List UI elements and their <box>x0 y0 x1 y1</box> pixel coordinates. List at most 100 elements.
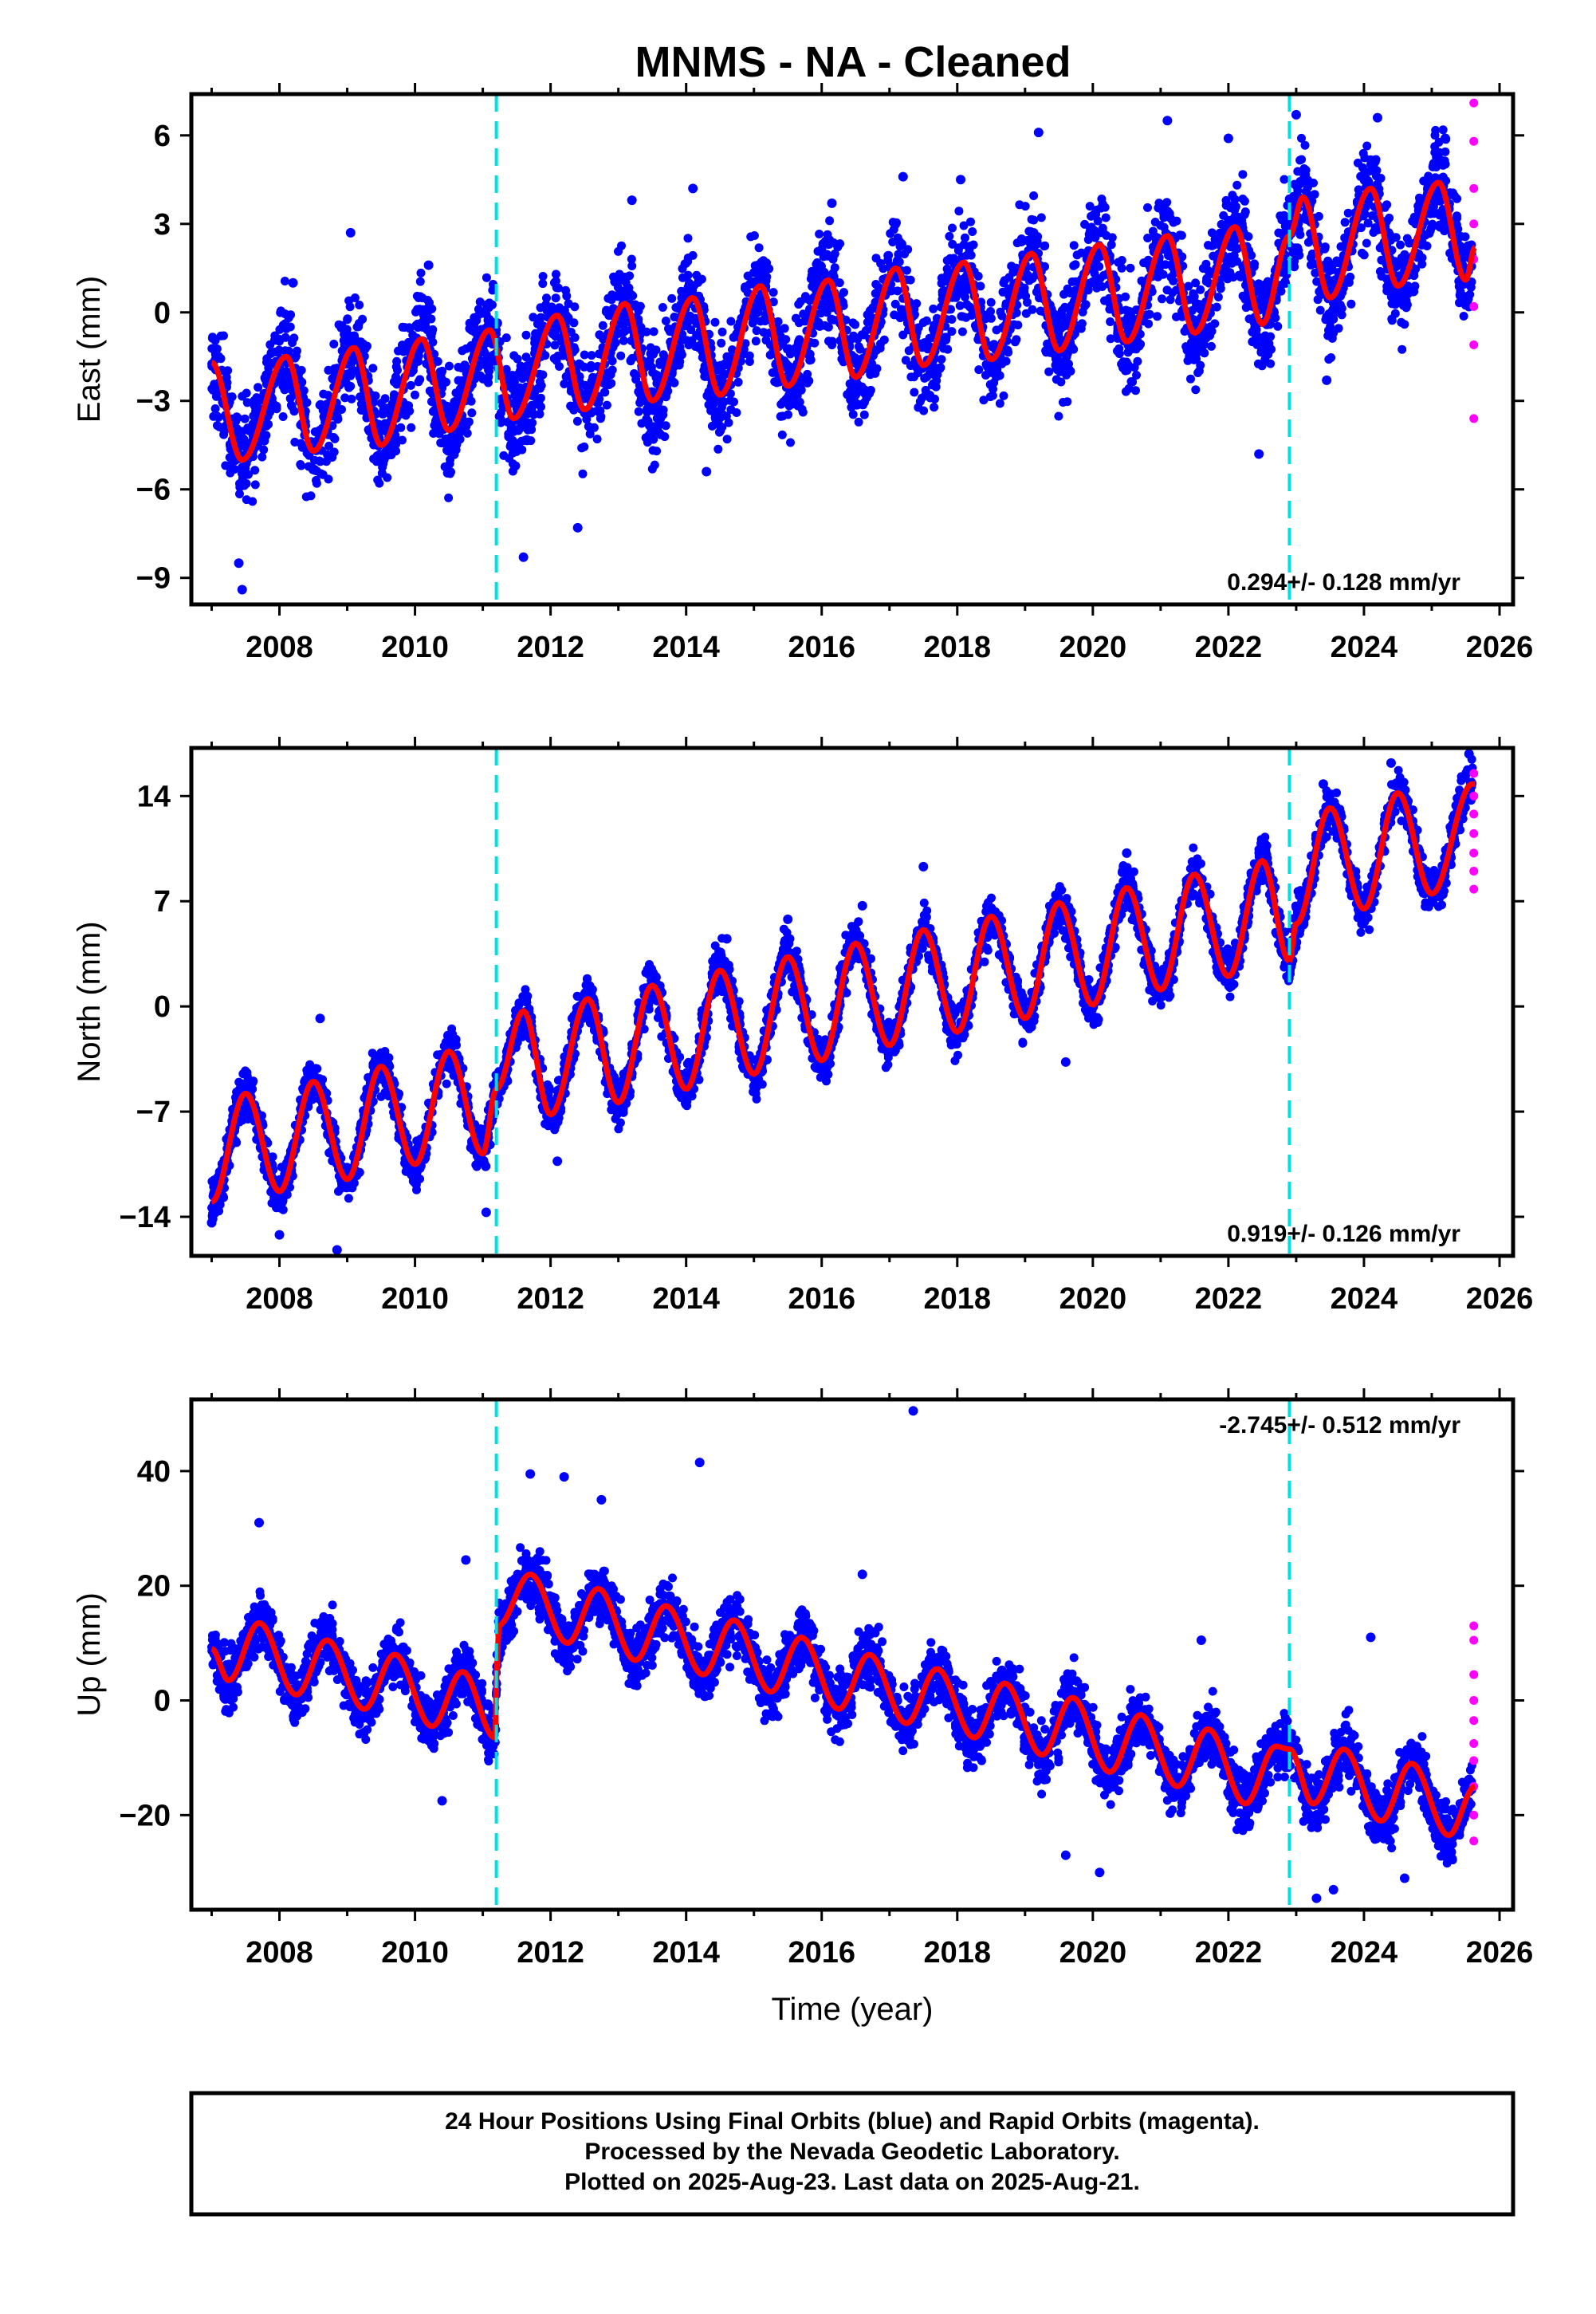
final-orbit-point <box>979 396 989 405</box>
final-orbit-point <box>1386 235 1396 245</box>
final-orbit-point <box>756 317 765 326</box>
final-orbit-point <box>948 223 957 233</box>
final-orbit-point <box>713 365 722 375</box>
final-orbit-point <box>1012 335 1021 344</box>
final-orbit-point <box>812 259 821 269</box>
final-orbit-point <box>665 325 674 334</box>
final-orbit-point <box>1329 314 1339 324</box>
final-orbit-point <box>1189 289 1198 298</box>
final-orbit-point <box>859 330 869 340</box>
final-orbit-point <box>526 436 536 446</box>
final-orbit-point <box>1200 348 1209 358</box>
final-orbit-point <box>1238 291 1248 301</box>
final-orbit-point <box>996 307 1005 317</box>
final-orbit-point <box>1323 256 1333 266</box>
final-orbit-point <box>301 492 311 502</box>
final-orbit-point <box>1438 125 1448 135</box>
final-orbit-point <box>658 410 668 419</box>
final-orbit-point <box>1295 177 1305 186</box>
final-orbit-point <box>578 469 588 478</box>
final-orbit-point <box>507 440 517 450</box>
final-orbit-point <box>667 368 677 377</box>
final-orbit-point <box>1230 212 1240 222</box>
final-orbit-point <box>969 240 978 250</box>
final-orbit-point <box>235 482 245 492</box>
final-orbit-outlier <box>1254 449 1264 459</box>
final-orbit-point <box>347 394 356 403</box>
final-orbit-point <box>1263 277 1272 286</box>
final-orbit-point <box>961 233 969 242</box>
final-orbit-point <box>1377 255 1386 265</box>
final-orbit-point <box>1191 278 1201 288</box>
final-orbit-point <box>238 474 247 483</box>
final-orbit-point <box>914 368 922 378</box>
final-orbit-point <box>555 362 564 371</box>
final-orbit-point <box>598 321 607 330</box>
final-orbit-point <box>529 313 538 322</box>
final-orbit-point <box>419 305 428 314</box>
final-orbit-point <box>815 230 824 238</box>
final-orbit-point <box>929 304 938 313</box>
final-orbit-point <box>1177 230 1186 240</box>
final-orbit-point <box>892 256 902 266</box>
final-orbit-point <box>1400 250 1409 259</box>
final-orbit-point <box>1453 224 1463 234</box>
final-orbit-point <box>615 276 624 285</box>
final-orbit-point <box>1380 203 1390 212</box>
final-orbit-point <box>398 435 407 445</box>
y-tick-label: 3 <box>154 208 171 242</box>
final-orbit-point <box>1364 198 1373 207</box>
final-orbit-point <box>340 393 350 403</box>
final-orbit-point <box>1139 258 1149 268</box>
final-orbit-point <box>1106 334 1115 344</box>
final-orbit-point <box>1029 191 1039 200</box>
final-orbit-point <box>1196 285 1205 294</box>
final-orbit-point <box>1192 348 1201 358</box>
final-orbit-point <box>988 391 997 400</box>
final-orbit-point <box>686 325 696 335</box>
final-orbit-point <box>1194 366 1204 376</box>
final-orbit-point <box>930 394 939 403</box>
final-orbit-point <box>1396 240 1405 250</box>
final-orbit-point <box>722 435 732 444</box>
final-orbit-point <box>1069 241 1079 250</box>
final-orbit-point <box>1466 282 1476 292</box>
final-orbit-point <box>444 493 454 502</box>
final-orbit-point <box>827 314 836 324</box>
final-orbit-point <box>1340 218 1350 227</box>
final-orbit-point <box>890 1046 900 1055</box>
final-orbit-point <box>1300 140 1310 150</box>
final-orbit-outlier <box>234 558 244 569</box>
y-tick-label: 6 <box>154 120 171 153</box>
final-orbit-point <box>1369 228 1378 237</box>
final-orbit-point <box>250 466 260 475</box>
final-orbit-point <box>1428 219 1437 229</box>
final-orbit-outlier <box>702 466 712 477</box>
final-orbit-point <box>534 399 544 409</box>
final-orbit-point <box>1209 251 1218 261</box>
final-orbit-point <box>380 394 390 403</box>
final-orbit-point <box>661 317 670 325</box>
final-orbit-point <box>291 352 301 361</box>
final-orbit-point <box>922 316 931 325</box>
final-orbit-point <box>308 465 317 474</box>
final-orbit-point <box>521 352 531 362</box>
final-orbit-point <box>730 332 740 341</box>
final-orbit-point <box>1212 302 1221 312</box>
final-orbit-point <box>407 423 416 432</box>
final-orbit-point <box>741 284 749 293</box>
final-orbit-point <box>1410 281 1420 291</box>
final-orbit-point <box>242 495 251 505</box>
final-orbit-point <box>1225 201 1234 211</box>
final-orbit-point <box>210 404 220 413</box>
final-orbit-point <box>635 398 645 407</box>
final-orbit-point <box>1213 293 1223 301</box>
plot-area <box>206 749 1479 1255</box>
final-orbit-point <box>290 438 300 447</box>
final-orbit-point <box>337 321 347 330</box>
final-orbit-point <box>592 435 602 444</box>
final-orbit-point <box>1036 213 1046 222</box>
final-orbit-point <box>434 429 444 439</box>
final-orbit-point <box>576 360 585 369</box>
final-orbit-point <box>1107 240 1116 250</box>
